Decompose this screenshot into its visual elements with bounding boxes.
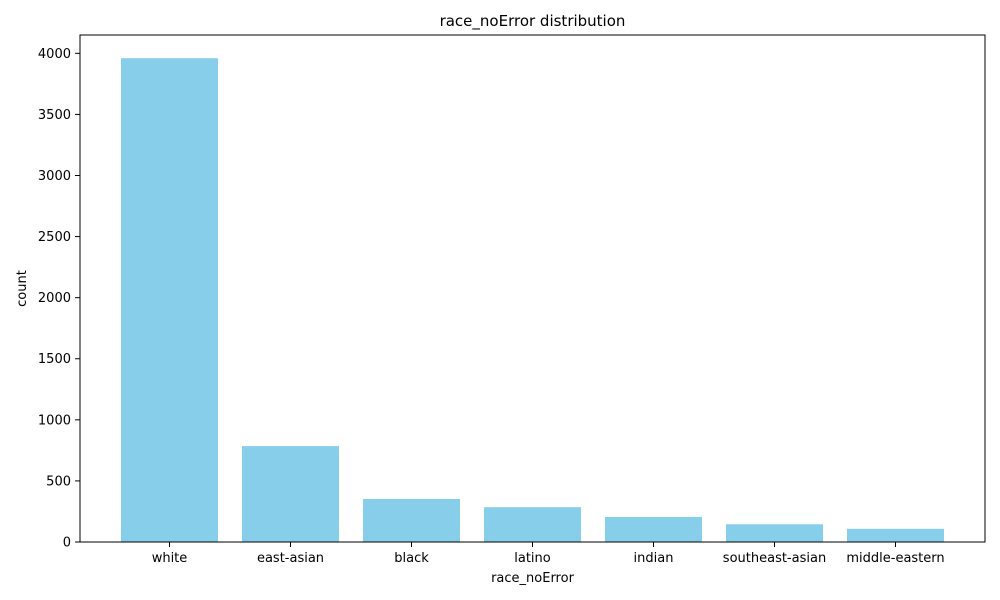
x-tick-label-southeast-asian: southeast-asian xyxy=(723,551,826,566)
y-tick-label-500: 500 xyxy=(46,474,71,489)
x-tick-label-latino: latino xyxy=(514,551,551,566)
y-tick-label-3500: 3500 xyxy=(38,108,71,123)
bar-southeast-asian xyxy=(726,524,823,542)
x-tick-label-east-asian: east-asian xyxy=(257,551,324,566)
bar-white xyxy=(121,58,218,543)
x-tick-label-white: white xyxy=(152,551,188,566)
bar-latino xyxy=(484,507,581,542)
x-tick-label-black: black xyxy=(394,551,429,566)
bar-east-asian xyxy=(242,446,339,542)
y-tick-label-2000: 2000 xyxy=(38,291,71,306)
x-axis-label: race_noError xyxy=(491,571,574,586)
x-axis: white east-asian black latino indian southeas… xyxy=(152,542,945,566)
y-axis: 0 500 1000 1500 2000 2500 3000 3500 4000 xyxy=(38,47,80,551)
chart-title: race_noError distribution xyxy=(440,12,626,31)
x-tick-label-indian: indian xyxy=(634,551,674,566)
y-tick-label-3000: 3000 xyxy=(38,169,71,184)
bar-indian xyxy=(605,516,702,542)
y-tick-label-2500: 2500 xyxy=(38,230,71,245)
y-tick-label-1500: 1500 xyxy=(38,352,71,367)
y-tick-label-4000: 4000 xyxy=(38,47,71,62)
bar-middle-eastern xyxy=(847,528,944,542)
y-tick-label-1000: 1000 xyxy=(38,413,71,428)
y-axis-label: count xyxy=(15,270,30,307)
x-tick-label-middle-eastern: middle-eastern xyxy=(846,551,944,566)
bar-black xyxy=(363,498,460,542)
plot-frame xyxy=(79,34,986,543)
y-tick-label-0: 0 xyxy=(63,536,71,551)
bars-group xyxy=(121,58,944,543)
